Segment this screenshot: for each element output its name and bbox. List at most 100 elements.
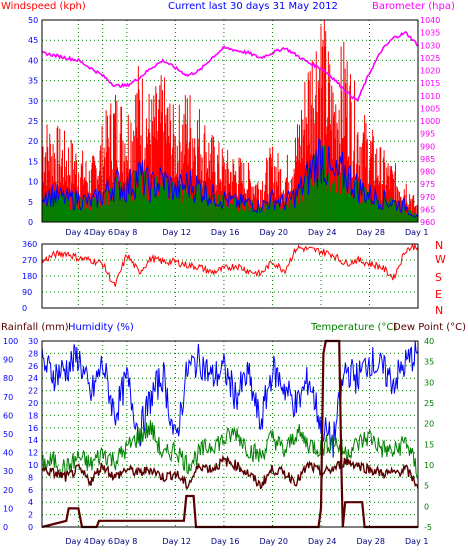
direction-y-tick-label: 180 (22, 272, 37, 281)
barometer-y-tick-label: 1010 (420, 92, 440, 101)
barometer-y-tick-label: 1015 (420, 79, 440, 88)
wind-x-tick-label: Day 6 (90, 228, 113, 237)
temperature-y-tick-label: 20 (424, 420, 434, 429)
humidity-y-tick-label: 60 (3, 411, 13, 420)
barometer-y-tick-label: 965 (420, 205, 435, 214)
wind-x-tick-label: Day 8 (114, 228, 137, 237)
humidity-y-tick-label: 50 (3, 430, 13, 439)
temp-x-tick-label: Day 20 (259, 537, 288, 546)
barometer-y-tick-label: 980 (420, 168, 435, 177)
humidity-y-tick-label: 80 (3, 374, 13, 383)
windspeed-axis-title: Windspeed (kph) (1, 1, 86, 12)
direction-letter-n-top: N (435, 239, 443, 252)
temp-x-tick-label: Day 28 (356, 537, 385, 546)
barometer-line (41, 30, 419, 103)
rainfall-y-tick-label: 14 (28, 436, 38, 445)
temp-x-tick-label: Day 24 (308, 537, 337, 546)
wind-y-tick-label: 5 (28, 198, 33, 207)
humidity-line (41, 340, 419, 458)
wind-x-tick-label: Day 1 (405, 228, 428, 237)
barometer-y-tick-label: 1035 (420, 29, 440, 38)
barometer-y-tick-label: 1020 (420, 67, 440, 76)
temperature-y-tick-label: 35 (424, 358, 434, 367)
direction-y-tick-label: 0 (22, 304, 27, 313)
wind-y-tick-label: 35 (28, 77, 38, 86)
humidity-y-tick-label: 40 (3, 449, 13, 458)
wind-y-tick-label: 30 (28, 97, 38, 106)
humidity-y-tick-label: 10 (3, 504, 13, 513)
barometer-y-tick-label: 1005 (420, 104, 440, 113)
temperature-y-tick-label: 40 (424, 337, 434, 346)
direction-y-tick-label: 270 (22, 256, 37, 265)
barometer-y-tick-label: 1025 (420, 54, 440, 63)
wind-y-tick-label: 0 (28, 218, 33, 227)
rainfall-y-tick-label: 0 (28, 523, 33, 532)
rainfall-y-tick-label: 6 (28, 486, 33, 495)
wind-x-tick-label: Day 12 (162, 228, 191, 237)
wind-x-tick-label: Day 20 (259, 228, 288, 237)
wind-direction-line (41, 242, 419, 287)
temp-x-tick-label: Day 1 (405, 537, 428, 546)
wind-plot-frame (41, 19, 419, 223)
barometer-y-tick-label: 970 (420, 193, 435, 202)
wind-y-tick-label: 25 (28, 117, 38, 126)
wind-x-tick-label: Day 4 (65, 228, 88, 237)
rainfall-y-tick-label: 4 (28, 498, 33, 507)
wind-avg-line (41, 138, 419, 218)
temp-x-tick-label: Day 12 (162, 537, 191, 546)
temperature-axis-title: Temperature (°C) (310, 322, 397, 333)
temperature-y-tick-label: 0 (424, 502, 429, 511)
wind-x-tick-label: Day 28 (356, 228, 385, 237)
rainfall-y-tick-label: 28 (28, 349, 38, 358)
rainfall-y-tick-label: 8 (28, 473, 33, 482)
barometer-y-tick-label: 995 (420, 130, 435, 139)
temperature-y-tick-label: 5 (424, 482, 429, 491)
direction-y-tick-label: 90 (22, 288, 32, 297)
wind-x-tick-label: Day 16 (211, 228, 240, 237)
wind-y-tick-label: 10 (28, 178, 38, 187)
wind-y-tick-label: 50 (28, 16, 38, 25)
wind-y-tick-label: 20 (28, 137, 38, 146)
temperature-y-tick-label: 30 (424, 378, 434, 387)
direction-letter-w: W (435, 253, 446, 266)
dewpoint-axis-title: Dew Point (°C) (393, 322, 466, 333)
humidity-y-tick-label: 90 (3, 356, 13, 365)
temperature-line (41, 420, 419, 479)
temp-plot-frame (41, 340, 419, 528)
humidity-y-tick-label: 20 (3, 486, 13, 495)
temp-x-tick-label: Day 4 (65, 537, 88, 546)
barometer-y-tick-label: 1040 (420, 16, 440, 25)
barometer-y-tick-label: 1000 (420, 117, 440, 126)
rainfall-y-tick-label: 20 (28, 399, 38, 408)
rainfall-y-tick-label: 2 (28, 511, 33, 520)
rainfall-y-tick-label: 22 (28, 387, 38, 396)
wind-y-tick-label: 45 (28, 36, 38, 45)
temperature-y-tick-label: 25 (424, 399, 434, 408)
barometer-y-tick-label: 990 (420, 142, 435, 151)
rainfall-y-tick-label: 30 (28, 337, 38, 346)
wind-x-tick-label: Day 24 (308, 228, 337, 237)
temp-x-tick-label: Day 16 (211, 537, 240, 546)
chart-title: Current last 30 days 31 May 2012 (168, 1, 338, 12)
rainfall-axis-title: Rainfall (mm) (1, 322, 69, 333)
humidity-y-tick-label: 100 (3, 337, 18, 346)
rainfall-y-tick-label: 18 (28, 411, 38, 420)
temperature-y-tick-label: 15 (424, 440, 434, 449)
barometer-y-tick-label: 985 (420, 155, 435, 164)
humidity-y-tick-label: 0 (3, 523, 8, 532)
direction-letter-e: E (435, 288, 442, 301)
direction-y-tick-label: 360 (22, 240, 37, 249)
humidity-axis-title: Humidity (%) (68, 322, 134, 333)
rainfall-y-tick-label: 26 (28, 362, 38, 371)
rainfall-y-tick-label: 24 (28, 374, 38, 383)
barometer-y-tick-label: 960 (420, 218, 435, 227)
temperature-y-tick-label: -5 (424, 523, 432, 532)
direction-letter-s: S (435, 271, 442, 284)
rainfall-y-tick-label: 10 (28, 461, 38, 470)
rainfall-y-tick-label: 16 (28, 424, 38, 433)
humidity-y-tick-label: 70 (3, 393, 13, 402)
barometer-y-tick-label: 975 (420, 180, 435, 189)
temp-x-tick-label: Day 6 (90, 537, 113, 546)
direction-letter-n-bottom: N (435, 304, 443, 317)
